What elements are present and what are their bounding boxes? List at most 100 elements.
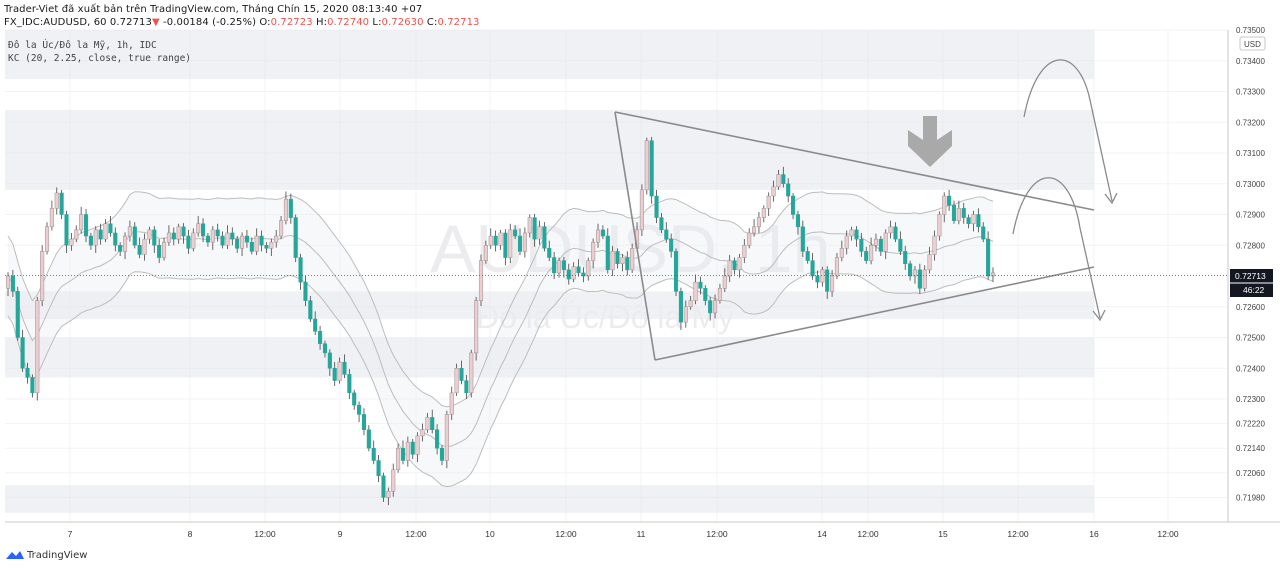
candle-down — [235, 238, 240, 249]
candle-down — [600, 229, 605, 237]
candle-down — [264, 245, 269, 249]
candle-down — [439, 447, 445, 461]
candle-down — [961, 208, 966, 218]
candle-up — [254, 235, 259, 252]
candle-down — [186, 235, 191, 249]
candle-down — [400, 447, 406, 461]
projection-arrowhead-upper — [1104, 192, 1118, 205]
candle-up — [927, 254, 932, 271]
candles[interactable] — [5, 137, 996, 506]
candle-down — [259, 235, 264, 246]
candle-up — [688, 300, 693, 308]
open-value: 0.72723 — [270, 17, 313, 28]
candle-down — [698, 281, 703, 289]
candle-up — [586, 260, 591, 277]
candle-down — [951, 205, 957, 221]
candle-down — [83, 214, 89, 237]
candle-down — [298, 257, 303, 283]
candle-up — [644, 140, 649, 191]
candle-down — [10, 275, 15, 292]
candle-up — [5, 275, 11, 289]
tradingview-logo-icon — [6, 551, 24, 559]
candle-down — [88, 235, 93, 246]
candle-up — [990, 272, 996, 277]
candle-down — [464, 380, 469, 394]
currency-badge[interactable] — [1239, 36, 1266, 51]
channel-fill — [8, 191, 993, 487]
projection-arc-lower[interactable] — [1012, 177, 1101, 319]
candle-down — [532, 217, 537, 240]
candle-down — [503, 232, 508, 258]
candle-down — [781, 174, 786, 184]
candle-up — [942, 195, 947, 215]
time-tick-label: 11 — [637, 529, 646, 539]
time-tick-label: 15 — [938, 529, 948, 539]
candle-up — [830, 275, 835, 292]
candle-down — [357, 404, 362, 415]
candle-down — [917, 269, 922, 289]
candle-up — [176, 226, 181, 240]
candle-down — [59, 192, 64, 215]
zone-4 — [5, 485, 1094, 513]
candle-up — [742, 245, 747, 258]
candle-up — [571, 266, 576, 280]
candle-down — [878, 238, 883, 252]
low-label: L: — [372, 17, 382, 28]
candle-up — [820, 269, 825, 283]
candle-down — [200, 223, 206, 237]
candle-down — [786, 183, 791, 197]
candle-down — [381, 475, 386, 498]
candle-up — [717, 288, 722, 301]
candle-up — [337, 361, 342, 381]
candle-up — [274, 235, 279, 243]
price-change: -0.00184 (-0.25%) — [163, 17, 257, 28]
triangle-upper-line[interactable] — [614, 111, 1095, 211]
symbol-name[interactable]: FX_IDC:AUDUSD, 60 — [4, 17, 107, 28]
candle-down — [376, 460, 381, 477]
candle-up — [283, 198, 288, 221]
candle-up — [147, 229, 152, 240]
candle-up — [420, 429, 425, 437]
price-tick-label: 0.72140 — [1236, 444, 1265, 453]
candle-down — [313, 318, 318, 332]
candle-up — [425, 417, 430, 431]
candle-up — [761, 208, 766, 218]
price-tick-label: 0.71980 — [1236, 493, 1265, 502]
candle-up — [912, 269, 918, 277]
candle-up — [449, 392, 454, 415]
candle-up — [225, 232, 230, 246]
candle-up — [74, 229, 79, 240]
candle-up — [444, 414, 449, 461]
candle-up — [873, 238, 879, 246]
candle-down — [30, 377, 35, 394]
symbol-description[interactable]: Đô la Úc/Đô la Mỹ, 1h, IDC — [8, 40, 157, 51]
candle-down — [25, 368, 30, 378]
candle-down — [459, 368, 464, 381]
candle-up — [478, 260, 484, 301]
tradingview-logo[interactable]: TradingView — [6, 550, 87, 561]
candle-up — [527, 217, 532, 234]
candle-down — [664, 229, 669, 240]
candle-up — [771, 186, 776, 197]
zone-3 — [5, 337, 1094, 378]
candle-down — [908, 263, 913, 277]
trend-drawings[interactable] — [614, 59, 1118, 361]
time-tick-label: 7 — [68, 529, 73, 539]
candle-down — [137, 245, 142, 255]
time-tick-label: 12:00 — [405, 529, 427, 539]
triangle-lower-line[interactable] — [654, 266, 1095, 361]
candle-down — [659, 217, 664, 231]
candle-down — [605, 235, 610, 271]
candle-down — [732, 260, 737, 271]
candle-up — [752, 226, 757, 234]
candle-down — [435, 429, 440, 449]
indicator-legend[interactable]: KC (20, 2.25, close, true range) — [8, 53, 192, 64]
candle-down — [410, 441, 415, 455]
triangle-left-edge[interactable] — [614, 111, 656, 361]
candle-down — [547, 248, 552, 258]
candle-down — [98, 229, 103, 240]
candle-up — [391, 469, 396, 492]
projection-arc-upper[interactable] — [1023, 59, 1113, 202]
candle-up — [630, 248, 635, 271]
